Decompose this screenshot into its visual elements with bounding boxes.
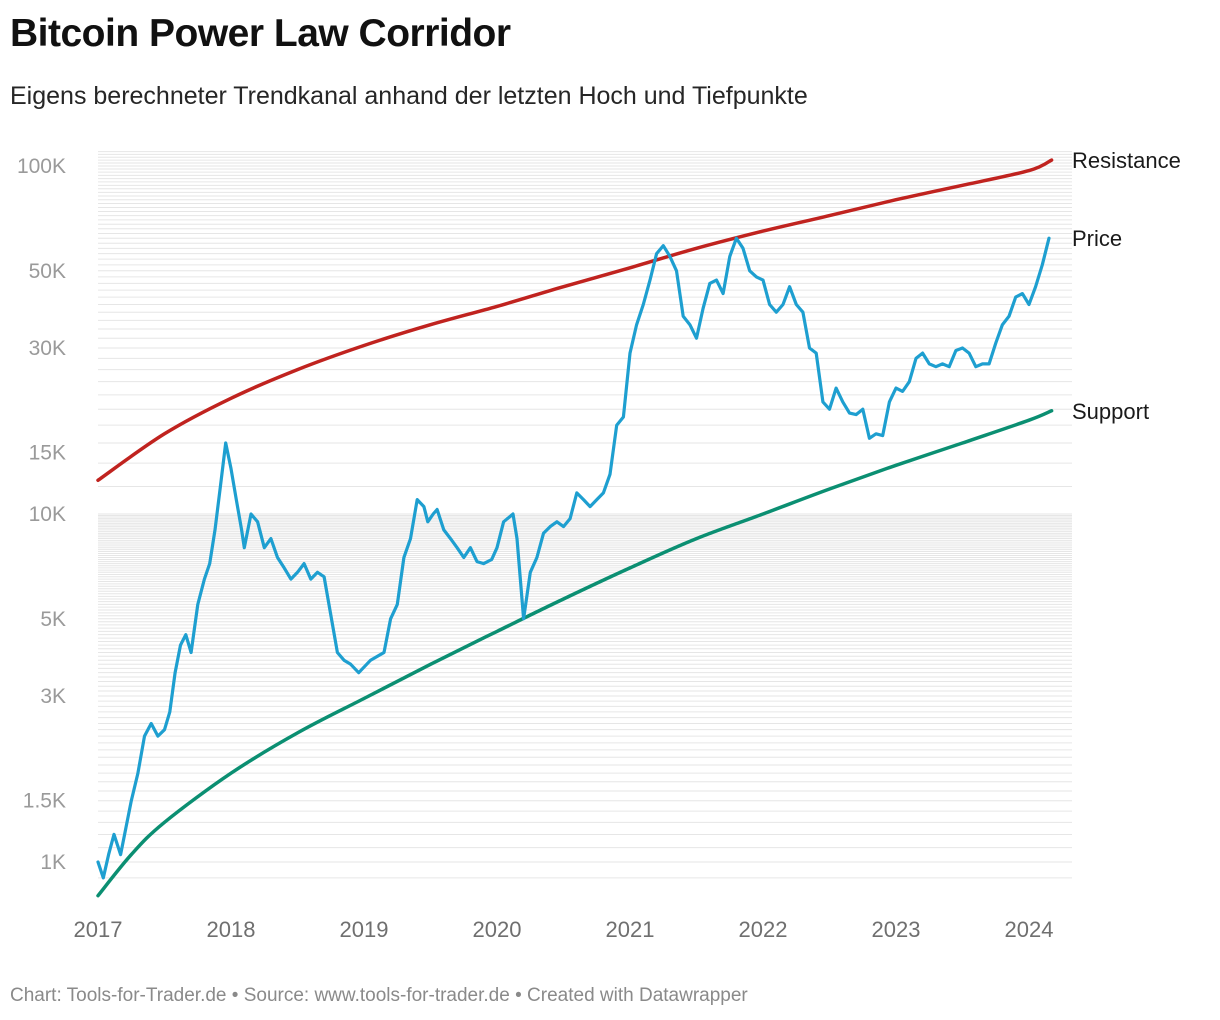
x-tick-label: 2019 <box>340 917 389 942</box>
series-line-price <box>96 236 1051 880</box>
footer-separator: • <box>226 985 244 1006</box>
x-tick-label: 2022 <box>739 917 788 942</box>
series-label-support: Support <box>1072 399 1149 424</box>
y-tick-label: 30K <box>29 337 66 360</box>
y-tick-label: 100K <box>17 155 66 178</box>
y-tick-label: 1K <box>40 851 66 874</box>
x-axis: 2017 2018 2019 2020 2021 2022 2023 2024 <box>74 917 1054 942</box>
footer-credits: Chart: Tools-for-Trader.de • Source: www… <box>10 985 748 1007</box>
series-line-resistance <box>96 158 1054 483</box>
y-tick-label: 1.5K <box>23 790 66 813</box>
chart-subtitle: Eigens berechneter Trendkanal anhand der… <box>10 82 808 110</box>
series-labels: Support Resistance Price <box>1072 148 1181 424</box>
grid-lines <box>98 151 1072 879</box>
footer-chart-by: Chart: Tools-for-Trader.de <box>10 985 227 1006</box>
x-tick-label: 2020 <box>473 917 522 942</box>
footer-source: Source: www.tools-for-trader.de <box>243 985 510 1006</box>
series-line-support <box>96 409 1054 898</box>
y-axis: 1K 1.5K 3K 5K 10K 15K 30K 50K 100K <box>17 155 66 874</box>
chart-title: Bitcoin Power Law Corridor <box>10 12 511 55</box>
x-tick-label: 2018 <box>207 917 256 942</box>
x-tick-label: 2017 <box>74 917 123 942</box>
x-tick-label: 2023 <box>872 917 921 942</box>
x-tick-label: 2021 <box>606 917 655 942</box>
x-tick-label: 2024 <box>1005 917 1054 942</box>
y-tick-label: 10K <box>29 503 66 526</box>
y-tick-label: 15K <box>29 442 66 465</box>
y-tick-label: 5K <box>40 608 66 631</box>
series-label-price: Price <box>1072 226 1122 251</box>
footer-created-with: Created with Datawrapper <box>527 985 748 1006</box>
y-tick-label: 3K <box>40 685 66 708</box>
footer-separator: • <box>509 985 528 1006</box>
series-lines <box>96 158 1054 898</box>
y-tick-label: 50K <box>29 260 66 283</box>
series-label-resistance: Resistance <box>1072 148 1181 173</box>
